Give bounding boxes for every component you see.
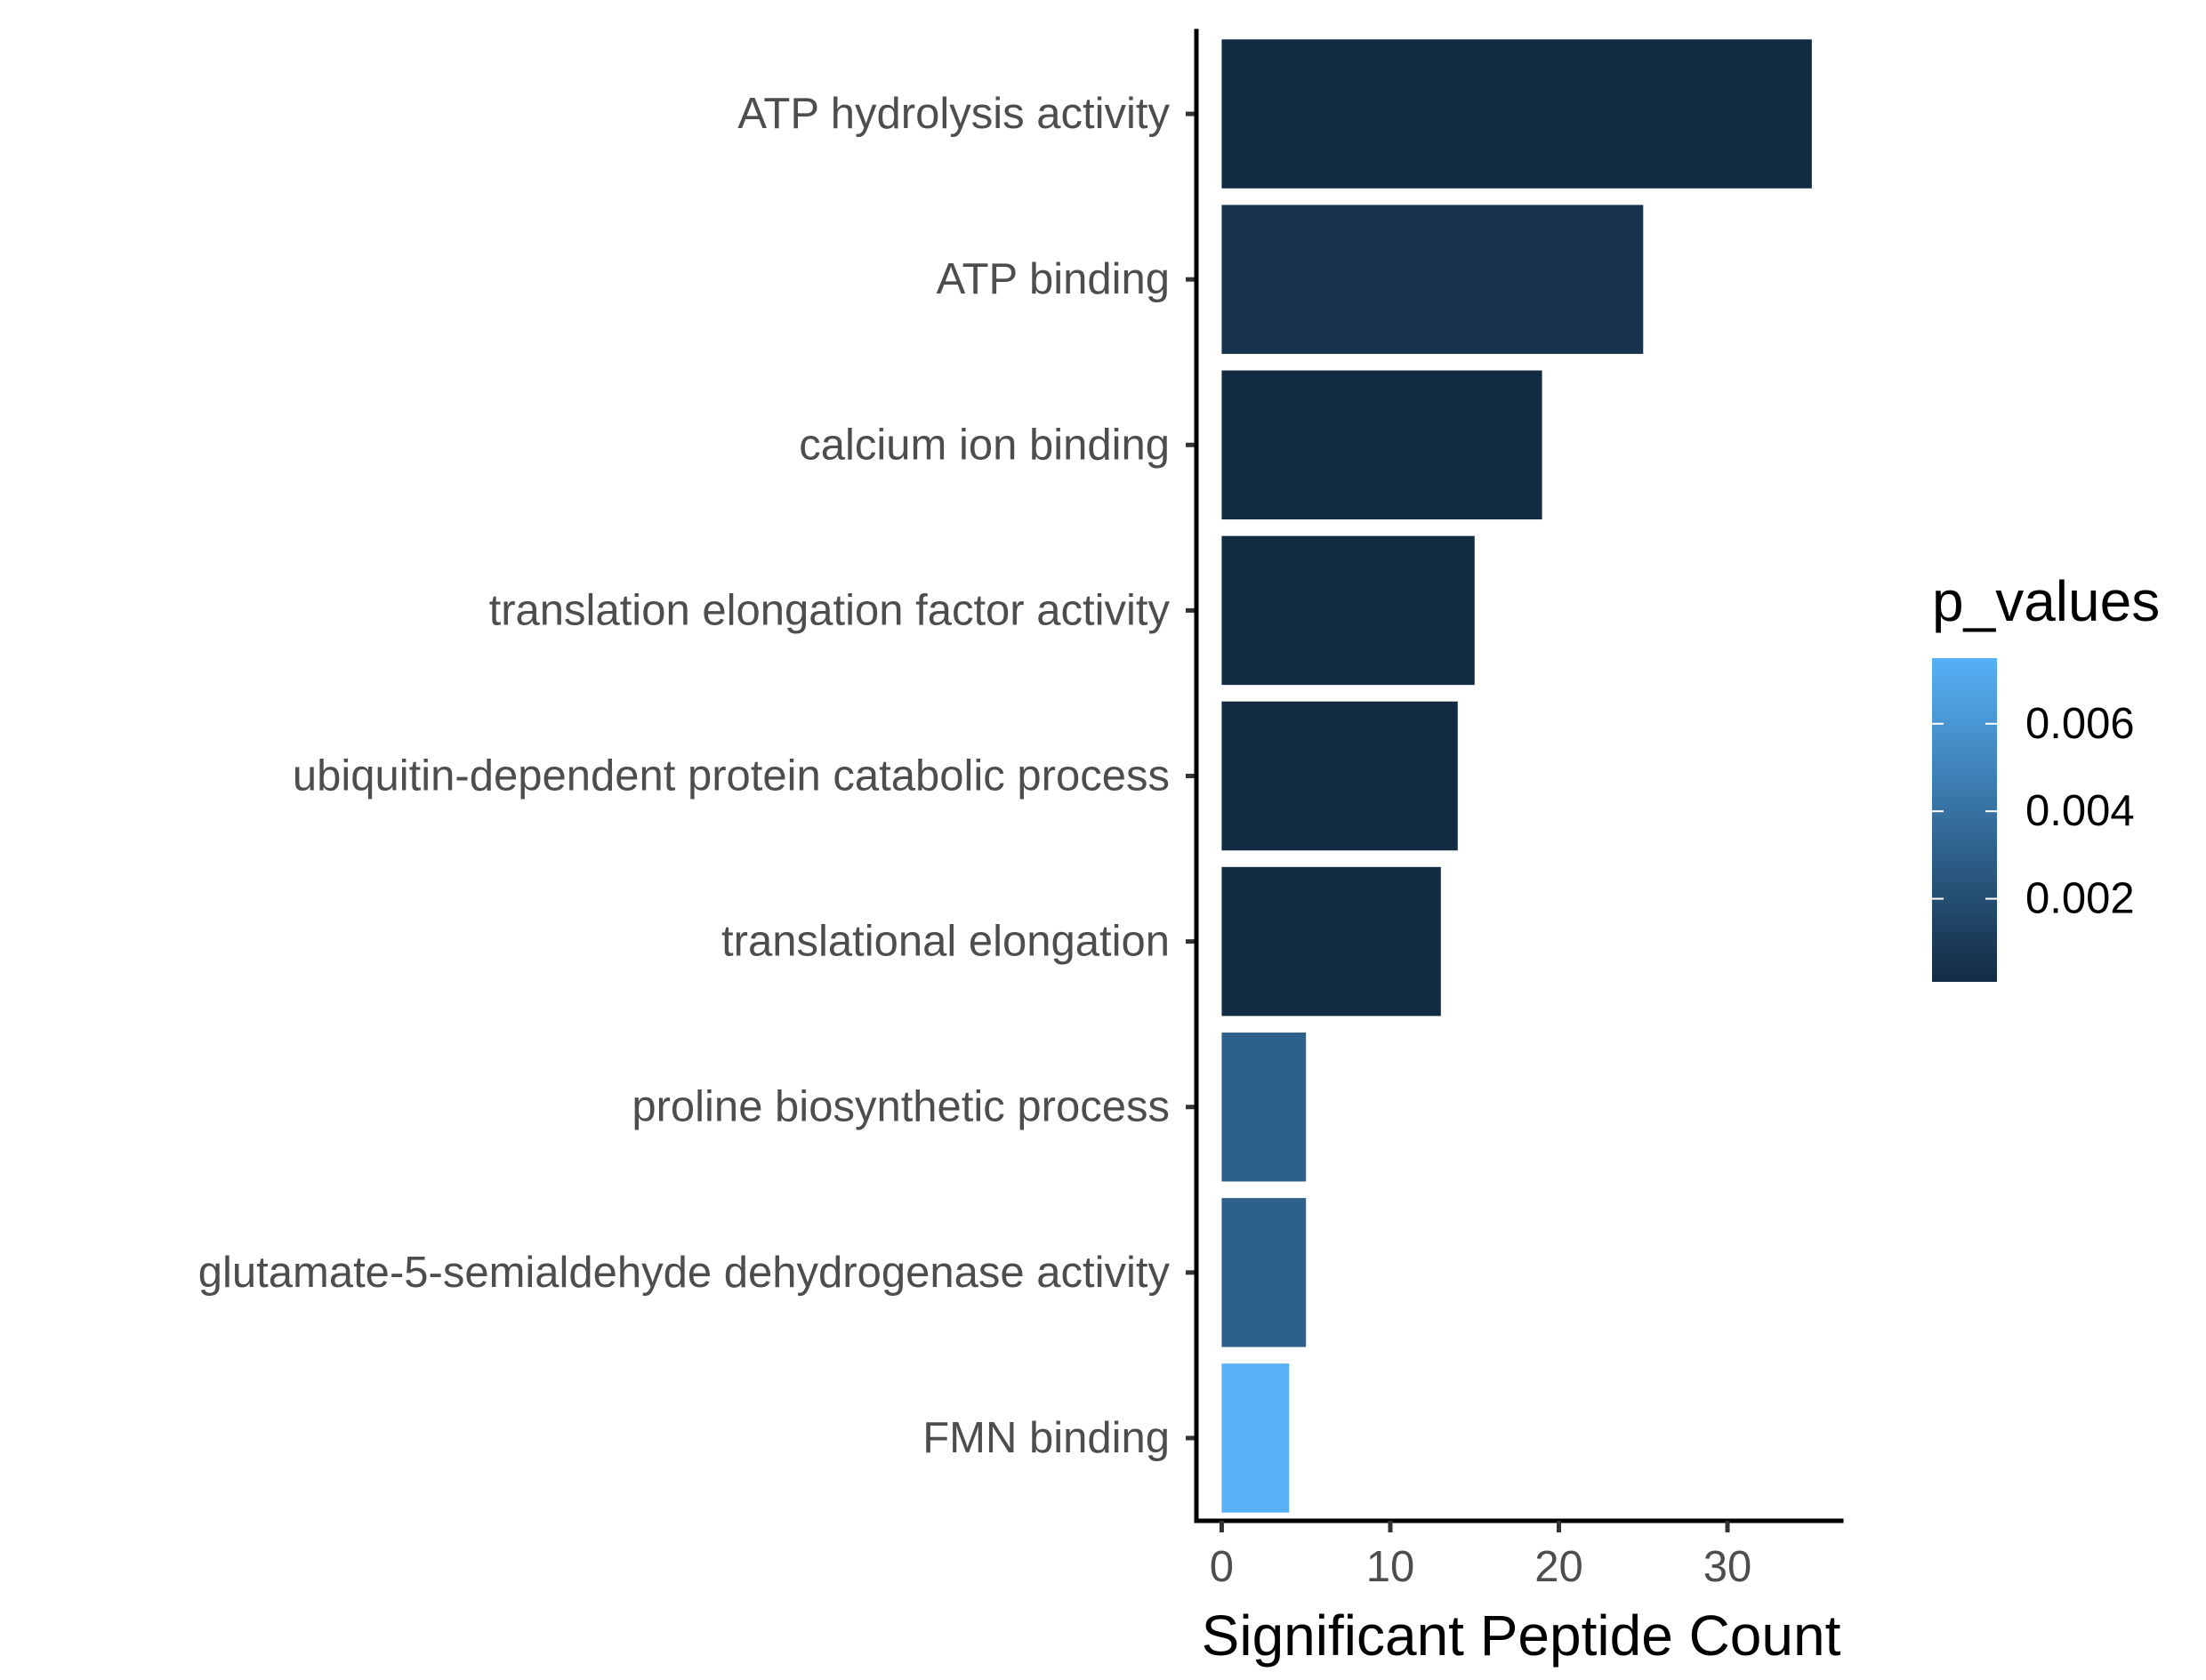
bar-atp-binding: [1221, 205, 1644, 354]
x-tick-label: 30: [1703, 1543, 1752, 1591]
bar-ubiquitin-dependent-protein-catabolic-process: [1221, 701, 1458, 851]
legend-tick-label: 0.002: [2025, 875, 2135, 923]
bar-glutamate-5-semialdehyde-dehydrogenase-activity: [1221, 1198, 1307, 1347]
x-tick-label: 0: [1210, 1543, 1234, 1591]
x-axis-title: Significant Peptide Count: [1202, 1604, 1841, 1668]
legend: p_values 0.002 0.004 0.006: [1932, 569, 2160, 982]
bar-calcium-ion-binding: [1221, 370, 1542, 520]
bar-proline-biosynthetic-process: [1221, 1032, 1307, 1182]
y-tick-label: ATP binding: [937, 255, 1170, 303]
bar-translational-elongation: [1221, 866, 1441, 1017]
y-tick-label: translation elongation factor activity: [489, 586, 1171, 634]
y-axis: ATP hydrolysis activity ATP binding calciu…: [198, 28, 1199, 1523]
x-tick-label: 10: [1366, 1543, 1415, 1591]
bar-translation-elongation-factor-activity: [1221, 535, 1475, 686]
legend-tick-label: 0.004: [2025, 787, 2135, 835]
y-tick-label: FMN binding: [922, 1414, 1170, 1462]
legend-title: p_values: [1932, 569, 2160, 633]
y-tick-label: ATP hydrolysis activity: [737, 90, 1170, 138]
x-axis: 0 10 20 30: [1194, 1518, 1844, 1591]
y-tick-label: calcium ion binding: [799, 421, 1170, 469]
x-tick-label: 20: [1534, 1543, 1583, 1591]
y-tick-label: translational elongation: [721, 918, 1170, 966]
bar-fmn-binding: [1221, 1363, 1290, 1513]
legend-colorbar: [1932, 658, 1997, 982]
bar-atp-hydrolysis-activity: [1221, 39, 1812, 189]
legend-ticks: 0.002 0.004 0.006: [1932, 700, 2135, 923]
y-tick-label: ubiquitin-dependent protein catabolic pr…: [293, 752, 1170, 800]
y-tick-label: glutamate-5-semialdehyde dehydrogenase a…: [198, 1249, 1171, 1297]
bars-group: [1221, 39, 1812, 1513]
y-tick-label: proline biosynthetic process: [632, 1083, 1170, 1131]
legend-tick-label: 0.006: [2025, 700, 2135, 748]
